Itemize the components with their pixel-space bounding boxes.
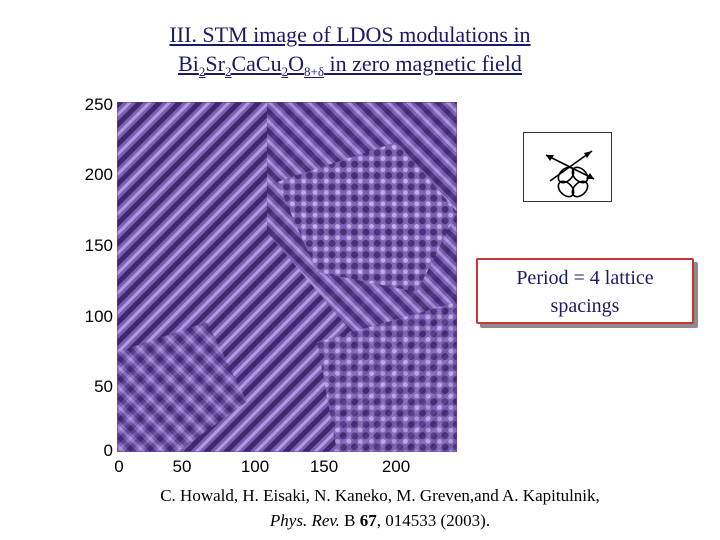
formula-bi: Bi bbox=[178, 51, 199, 76]
formula-o: O bbox=[288, 51, 304, 76]
title-suffix: in zero magnetic field bbox=[323, 51, 522, 76]
stm-ldos-image bbox=[117, 102, 457, 452]
formula-sub: 2 bbox=[198, 64, 206, 79]
period-annotation: Period = 4 lattice spacings bbox=[476, 258, 694, 324]
formula-sub: 8+δ bbox=[304, 64, 324, 79]
x-tick-200: 200 bbox=[381, 457, 411, 476]
formula-sr: Sr bbox=[205, 51, 225, 76]
citation-journal: Phys. Rev. bbox=[269, 511, 340, 530]
x-tick-0: 0 bbox=[114, 457, 124, 476]
y-tick-50: 50 bbox=[94, 377, 113, 396]
citation-pages: , 014533 (2003). bbox=[376, 511, 491, 530]
period-line1: Period = 4 lattice bbox=[516, 267, 654, 289]
citation-authors: C. Howald, H. Eisaki, N. Kaneko, M. Grev… bbox=[160, 486, 600, 505]
slide-title-line1: III. STM image of LDOS modulations in bbox=[169, 22, 531, 47]
formula-cu: Cu bbox=[255, 51, 282, 76]
y-tick-200: 200 bbox=[84, 165, 113, 184]
d-wave-orbital-icon bbox=[523, 132, 612, 202]
citation-volume: 67 bbox=[359, 511, 377, 530]
y-tick-0: 0 bbox=[103, 441, 113, 460]
y-tick-150: 150 bbox=[84, 236, 113, 255]
formula-sub: 2 bbox=[281, 64, 289, 79]
x-tick-100: 100 bbox=[240, 457, 270, 476]
formula-ca: Ca bbox=[231, 51, 256, 76]
y-tick-250: 250 bbox=[84, 95, 113, 114]
y-tick-100: 100 bbox=[84, 307, 113, 326]
x-tick-50: 50 bbox=[172, 457, 192, 476]
period-line2: spacings bbox=[550, 295, 620, 317]
citation-series: B bbox=[339, 511, 360, 530]
formula-sub: 2 bbox=[224, 64, 232, 79]
citation-reference: Phys. Rev. B 67, 014533 (2003). bbox=[60, 511, 700, 531]
slide-title-line2: Bi2Sr2CaCu2O8+δ in zero magnetic field bbox=[100, 49, 600, 81]
x-tick-150: 150 bbox=[309, 457, 339, 476]
